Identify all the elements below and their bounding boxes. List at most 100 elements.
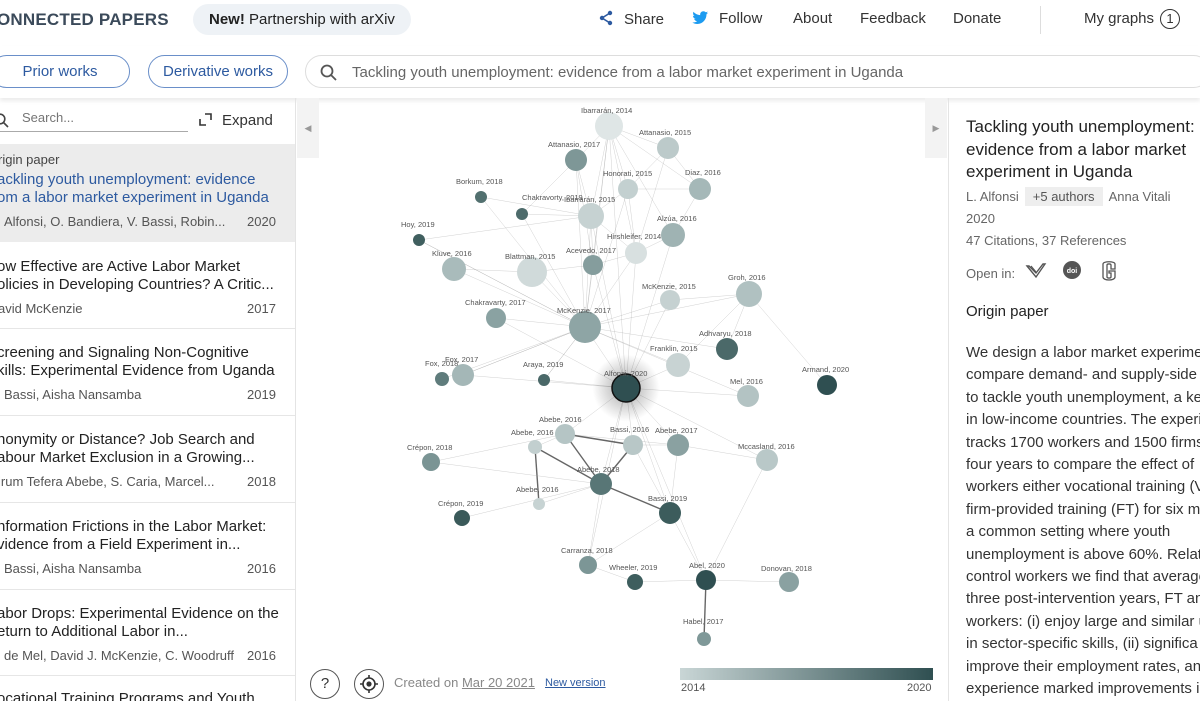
graph-node[interactable]: Wheeler, 2019 <box>609 563 657 590</box>
graph-node-circle[interactable] <box>736 281 762 307</box>
prior-works-button[interactable]: Prior works <box>0 55 130 88</box>
graph-node-circle[interactable] <box>756 449 778 471</box>
graph-node[interactable]: Abebe, 2016 <box>539 415 582 444</box>
doi-icon[interactable]: doi <box>1062 260 1082 280</box>
graph-node[interactable]: Armand, 2020 <box>802 365 849 395</box>
graph-node[interactable]: McKenzie, 2017 <box>557 306 611 343</box>
graph-node-circle[interactable] <box>623 435 643 455</box>
graph-node[interactable]: Attanasio, 2017 <box>548 140 600 171</box>
my-graphs-link[interactable]: My graphs 1 <box>1084 9 1181 29</box>
graph-node[interactable]: Abel, 2020 <box>689 561 725 590</box>
graph-node-circle[interactable] <box>595 112 623 140</box>
origin-paper-title[interactable]: ackling youth unemployment: evidence om a… <box>0 171 287 207</box>
graph-node[interactable]: Alzúa, 2016 <box>657 214 697 247</box>
graph-node[interactable]: Fox, 2017 <box>445 355 478 386</box>
graph-node-circle[interactable] <box>779 572 799 592</box>
graph-node[interactable]: Habel, 2017 <box>683 617 723 646</box>
new-version-link[interactable]: New version <box>545 677 606 689</box>
graph-node[interactable]: Diaz, 2016 <box>685 168 721 200</box>
graph-node[interactable]: Abebe, 2016 <box>511 428 554 454</box>
graph-node-circle[interactable] <box>538 374 550 386</box>
graph-node-circle[interactable] <box>618 179 638 199</box>
graph-node[interactable]: Hoy, 2019 <box>401 220 435 246</box>
follow-link[interactable]: Follow <box>692 10 762 27</box>
graph-node[interactable]: Mel, 2016 <box>730 377 763 407</box>
semantic-scholar-icon[interactable] <box>1025 260 1047 282</box>
origin-node[interactable] <box>611 373 641 403</box>
graph-node[interactable]: Abebe, 2017 <box>655 426 698 456</box>
graph-node-circle[interactable] <box>555 424 575 444</box>
graph-node[interactable]: Bassi, 2016 <box>610 425 649 455</box>
graph-node-circle[interactable] <box>569 311 601 343</box>
graph-node[interactable]: Kluve, 2016 <box>432 249 472 281</box>
list-search[interactable] <box>0 110 188 132</box>
collapse-left-button[interactable]: ◀ <box>297 98 319 158</box>
google-scholar-icon[interactable] <box>1099 260 1119 282</box>
last-author[interactable]: Anna Vitali <box>1108 189 1171 204</box>
graph-node-circle[interactable] <box>528 440 542 454</box>
derivative-works-button[interactable]: Derivative works <box>148 55 288 88</box>
graph-node[interactable]: Groh, 2016 <box>728 273 766 307</box>
graph-node-circle[interactable] <box>422 453 440 471</box>
graph-node[interactable]: Hirshleifer, 2014 <box>607 232 661 264</box>
graph-node-circle[interactable] <box>659 502 681 524</box>
feedback-link[interactable]: Feedback <box>860 10 926 27</box>
graph-node[interactable]: Crépon, 2018 <box>407 443 452 471</box>
graph-node[interactable]: Ibarrarán, 2014 <box>581 106 632 140</box>
site-logo[interactable]: ONNECTED PAPERS <box>0 10 169 29</box>
graph-node[interactable]: Attanasio, 2015 <box>639 128 691 159</box>
graph-node-circle[interactable] <box>583 255 603 275</box>
graph-node[interactable]: Blattman, 2015 <box>505 252 555 287</box>
graph-node-circle[interactable] <box>661 223 685 247</box>
origin-paper-item[interactable] <box>0 144 295 242</box>
graph-search-bar[interactable]: Tackling youth unemployment: evidence fr… <box>305 55 1200 88</box>
created-date[interactable]: Mar 20 2021 <box>461 675 535 690</box>
graph-node[interactable]: Honorati, 2015 <box>603 169 652 199</box>
graph-node[interactable]: Acevedo, 2017 <box>566 246 616 275</box>
graph-node-circle[interactable] <box>590 473 612 495</box>
graph-node[interactable]: Borkum, 2018 <box>456 177 503 203</box>
graph-node-circle[interactable] <box>625 242 647 264</box>
graph-node-circle[interactable] <box>517 257 547 287</box>
help-button[interactable]: ? <box>310 669 340 699</box>
graph-node[interactable]: Ibarrarán, 2015 <box>564 195 615 229</box>
graph-node[interactable]: Donovan, 2018 <box>761 564 812 592</box>
graph-area[interactable]: ◀ ▶ Ibarrarán, 2014 Attanasio, 2015 Attana… <box>297 98 947 701</box>
share-link[interactable]: Share <box>598 10 664 28</box>
graph-node-circle[interactable] <box>696 570 716 590</box>
graph-node-circle[interactable] <box>413 234 425 246</box>
graph-node[interactable]: Franklin, 2015 <box>650 344 698 377</box>
graph-node[interactable]: McKenzie, 2015 <box>642 282 696 310</box>
recenter-button[interactable] <box>354 669 384 699</box>
graph-node-circle[interactable] <box>689 178 711 200</box>
graph-node-circle[interactable] <box>657 137 679 159</box>
graph-node-circle[interactable] <box>716 338 738 360</box>
graph-node[interactable]: Adhvaryu, 2018 <box>699 329 752 360</box>
list-search-input[interactable] <box>22 110 182 125</box>
graph-node-circle[interactable] <box>454 510 470 526</box>
graph-node-circle[interactable] <box>667 434 689 456</box>
graph-node[interactable]: Crépon, 2019 <box>438 499 483 526</box>
expand-button[interactable]: Expand <box>199 112 273 129</box>
graph-node-circle[interactable] <box>578 203 604 229</box>
graph-node-circle[interactable] <box>452 364 474 386</box>
graph-node-circle[interactable] <box>627 574 643 590</box>
graph-node[interactable]: Abebe, 2016 <box>516 485 559 510</box>
graph-node-circle[interactable] <box>737 385 759 407</box>
more-authors-button[interactable]: +5 authors <box>1024 187 1103 206</box>
graph-node[interactable]: Alfonsi, 2020 <box>592 354 660 422</box>
collapse-right-button[interactable]: ▶ <box>925 98 947 158</box>
graph-node-circle[interactable] <box>817 375 837 395</box>
graph-node-circle[interactable] <box>516 208 528 220</box>
graph-node-circle[interactable] <box>579 556 597 574</box>
graph-node[interactable]: Abebe, 2018 <box>577 465 620 495</box>
graph-node-circle[interactable] <box>475 191 487 203</box>
graph-node[interactable]: Carranza, 2018 <box>561 546 613 574</box>
graph-node[interactable]: Fox, 2018 <box>425 359 458 386</box>
donate-link[interactable]: Donate <box>953 10 1002 27</box>
graph-node[interactable]: Mccasland, 2016 <box>738 442 795 471</box>
graph-node-circle[interactable] <box>666 353 690 377</box>
graph-canvas[interactable]: Ibarrarán, 2014 Attanasio, 2015 Attanasio,… <box>297 98 947 658</box>
graph-node-circle[interactable] <box>697 632 711 646</box>
graph-node-circle[interactable] <box>486 308 506 328</box>
